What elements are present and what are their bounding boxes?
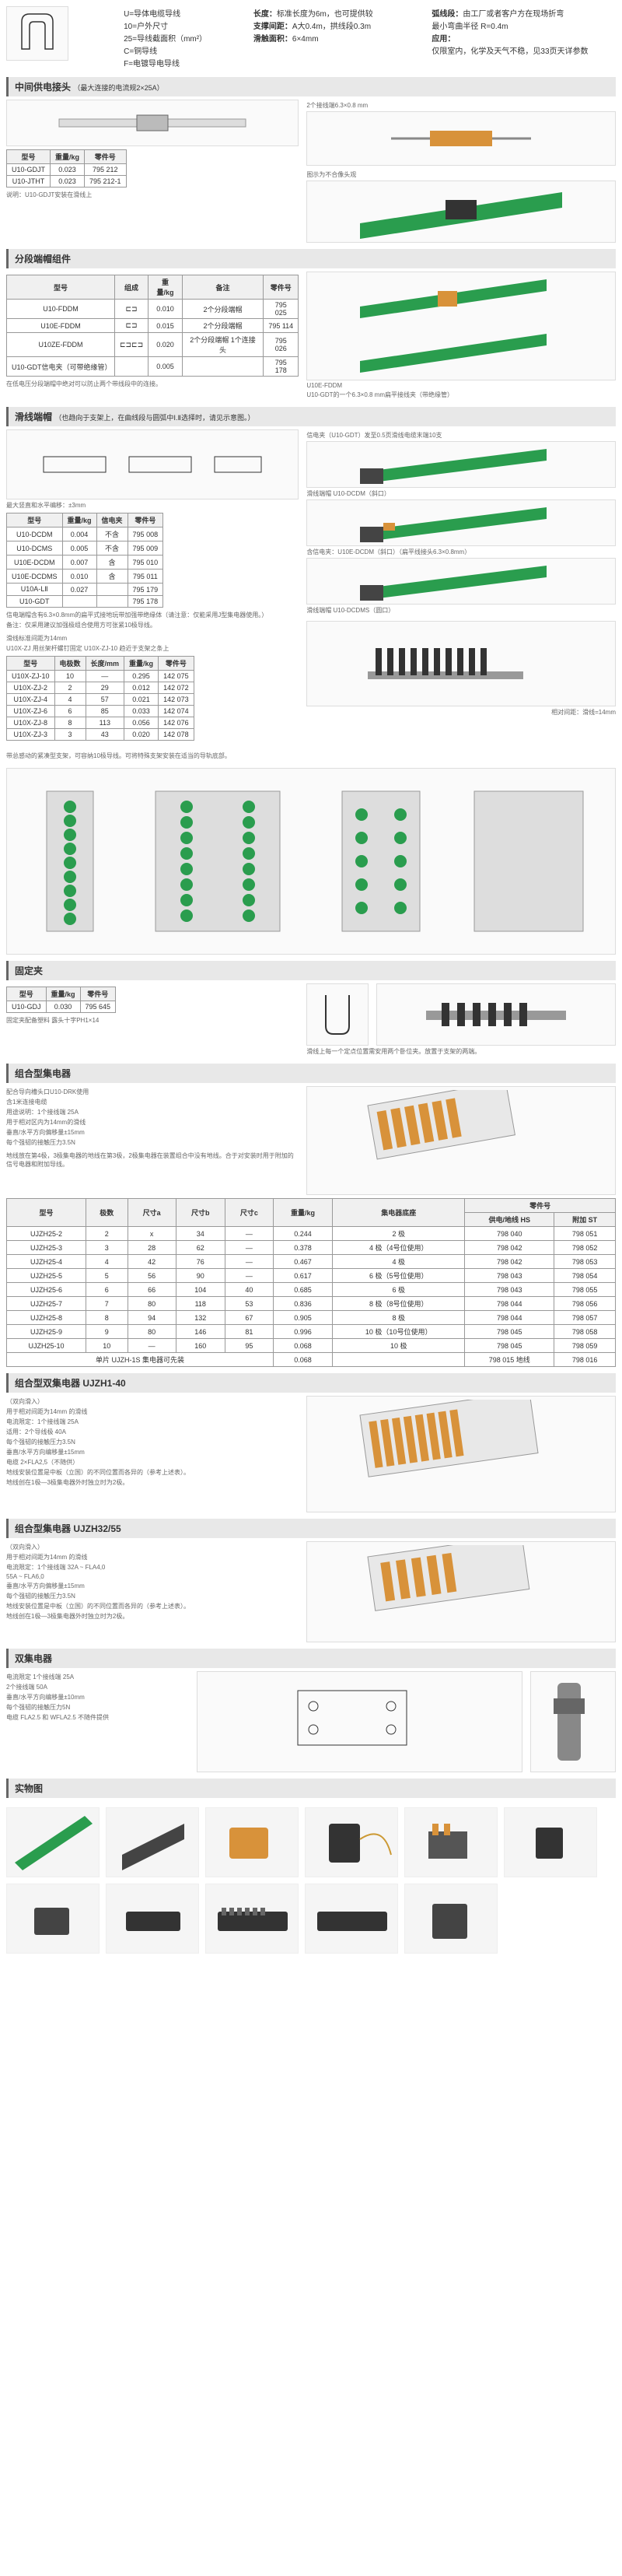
photo-clip-assembly [376, 983, 616, 1046]
table-fddm: 型号组成重量/kg备注零件号 U10-FDDM⊏⊐0.0102个分段端帽795 … [6, 275, 299, 377]
table-collector: 型号 极数 尺寸a 尺寸b 尺寸c 重量/kg 集电器底座 零件号 供电/地线 … [6, 1198, 616, 1367]
product-photo-1 [6, 1807, 100, 1877]
product-photo-2 [106, 1807, 199, 1877]
table-zj: 型号电极数长度/mm重量/kg零件号 U10X-ZJ-1010—0.295142… [6, 656, 194, 741]
diagram-collector [306, 1086, 616, 1195]
section6-header: 组合型集电器 [6, 1064, 616, 1083]
diagram-dual-collector-tech [197, 1671, 522, 1772]
table-dcdm: 型号重量/kg信电夹零件号 U10-DCDM0.004不含795 008 U10… [6, 513, 163, 608]
section2-header: 分段端帽组件 [6, 249, 616, 268]
product-photo-6 [504, 1807, 597, 1877]
product-photo-3 [205, 1807, 299, 1877]
photo-endcap1 [306, 441, 616, 488]
diagram-clip [306, 983, 369, 1046]
photo-bracket-zj [306, 621, 616, 706]
photo-rail-green [306, 180, 616, 243]
spec-legend-left: U=导体电缆导线 10=户外尺寸 25=导线截面积（mm²） C=铜导线 F=电… [124, 6, 246, 69]
spec-mid: 长度：标准长度为6m，也可提供较 支撑间距：A大0.4m，拱线段0.3m 滑触面… [253, 6, 425, 69]
table-gdj: 型号重量/kg零件号 U10-GDJ0.030795 645 [6, 987, 116, 1013]
cross-section-diagram [6, 6, 68, 61]
product-photo-grid [6, 1801, 616, 1960]
product-photo-4 [305, 1807, 398, 1877]
top-spec-block: U=导体电缆导线 10=户外尺寸 25=导线截面积（mm²） C=铜导线 F=电… [6, 6, 616, 69]
photo-endcap3 [306, 558, 616, 605]
diagram-gdjt [6, 100, 299, 146]
photo-dual-collector [530, 1671, 616, 1772]
product-photo-5 [404, 1807, 498, 1877]
photo-connector-orange [306, 111, 616, 166]
section7-header: 组合型双集电器 UJZH1-40 [6, 1373, 616, 1393]
diagram-double-collector [306, 1396, 616, 1512]
section4-text: 带总感动的紧凑型支架，可容纳10极导线。可将特殊支架安装在适当的导轨底部。 [6, 752, 616, 760]
diagram-10pole-support [6, 768, 616, 955]
table-gdjt: 型号重量/kg零件号 U10-GDJT0.023795 212 U10-JTHT… [6, 149, 127, 188]
section8-header: 组合型集电器 UJZH32/55 [6, 1519, 616, 1538]
product-photo-11 [404, 1884, 498, 1954]
diagram-collector-3255 [306, 1541, 616, 1642]
note-gdjt: 说明：U10-GDJT安装在滑线上 [6, 191, 299, 199]
diagram-endcap-tech [6, 429, 299, 499]
section10-header: 实物图 [6, 1779, 616, 1798]
photo-endcap2 [306, 499, 616, 546]
spec-right: 弧线段：由工厂或者客户方在现场折弯 最小弯曲半径 R=0.4m 应用： 仅限室内… [432, 6, 616, 69]
product-photo-7 [6, 1884, 100, 1954]
photo-fddm [306, 272, 616, 380]
note-fddm: 在低电压分段端帽中绝对可以防止两个带线段中的连接。 [6, 380, 299, 388]
section9-header: 双集电器 [6, 1649, 616, 1668]
section5-header: 固定夹 [6, 961, 616, 980]
product-photo-8 [106, 1884, 199, 1954]
section3-header: 滑线端帽 （也趋向于支架上，在曲线段与圆弧中Ⅰ.Ⅱ选择时，请见示意图。） [6, 407, 616, 426]
section1-header: 中间供电接头 （最大连接的电流规2×25A） [6, 77, 616, 96]
product-photo-9 [205, 1884, 299, 1954]
product-photo-10 [305, 1884, 398, 1954]
